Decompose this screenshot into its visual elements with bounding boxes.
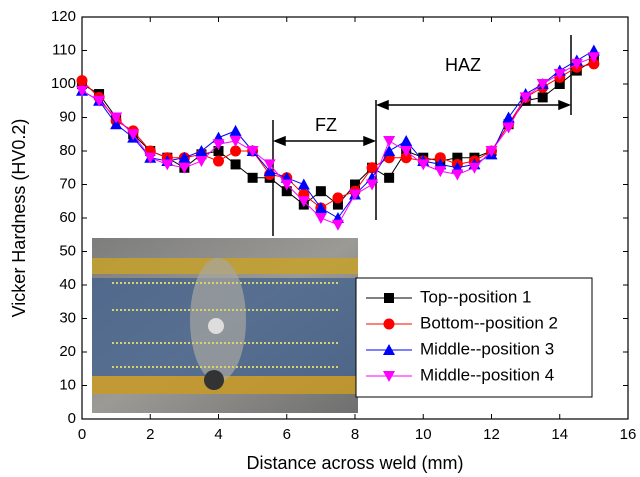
marker xyxy=(383,145,396,156)
y-tick-label: 70 xyxy=(59,175,76,192)
marker xyxy=(212,139,225,151)
marker xyxy=(229,135,242,147)
marker xyxy=(93,95,106,107)
marker xyxy=(349,189,361,201)
marker xyxy=(366,179,379,191)
legend-marker xyxy=(383,318,395,330)
marker xyxy=(229,124,242,136)
x-tick-label: 0 xyxy=(78,426,86,443)
x-tick-label: 10 xyxy=(415,426,432,443)
marker xyxy=(230,145,242,157)
legend-marker xyxy=(384,293,394,303)
marker xyxy=(144,152,157,164)
legend-marker xyxy=(383,371,395,382)
marker xyxy=(213,146,224,156)
x-tick-label: 6 xyxy=(283,426,291,443)
marker xyxy=(366,162,378,174)
series-line xyxy=(81,63,594,209)
marker xyxy=(297,196,310,208)
marker xyxy=(195,145,208,156)
y-tick-label: 20 xyxy=(59,343,76,360)
marker xyxy=(297,178,310,190)
legend-label: Top--position 1 xyxy=(420,287,532,306)
marker xyxy=(485,146,498,157)
marker xyxy=(246,146,259,157)
y-tick-label: 120 xyxy=(51,8,76,25)
marker xyxy=(281,186,292,197)
zone-markers xyxy=(272,35,572,236)
marker xyxy=(468,162,481,174)
y-tick-label: 40 xyxy=(59,276,76,293)
marker xyxy=(502,111,515,123)
marker xyxy=(332,192,344,204)
x-tick-label: 14 xyxy=(551,426,568,443)
x-tick-label: 4 xyxy=(214,426,222,443)
x-tick-label: 16 xyxy=(620,426,637,443)
x-axis-title: Distance across weld (mm) xyxy=(246,453,463,473)
legend-label: Middle--position 3 xyxy=(420,339,554,358)
marker xyxy=(384,172,395,183)
y-tick-label: 100 xyxy=(51,75,76,92)
marker xyxy=(554,79,565,89)
y-tick-label: 50 xyxy=(59,242,76,259)
inset-photo xyxy=(92,238,358,413)
marker xyxy=(76,85,88,97)
y-tick-label: 80 xyxy=(59,142,76,159)
marker xyxy=(110,112,123,124)
legend-marker xyxy=(383,344,395,355)
series-line xyxy=(81,60,595,206)
y-tick-label: 0 xyxy=(68,410,76,427)
marker xyxy=(588,58,600,70)
marker xyxy=(434,166,447,178)
marker xyxy=(553,68,566,80)
marker xyxy=(331,219,344,231)
marker xyxy=(280,179,293,191)
x-tick-label: 2 xyxy=(146,426,154,443)
marker xyxy=(400,146,413,157)
annotation: HAZ xyxy=(445,55,481,75)
marker xyxy=(195,156,208,168)
marker xyxy=(161,159,174,171)
marker xyxy=(587,52,600,64)
marker xyxy=(314,201,327,213)
x-tick-label: 8 xyxy=(351,426,359,443)
y-tick-label: 90 xyxy=(59,108,76,125)
marker xyxy=(110,118,123,130)
marker xyxy=(263,159,276,171)
marker xyxy=(76,75,88,87)
marker xyxy=(452,152,463,163)
annotation: FZ xyxy=(315,115,337,135)
marker xyxy=(263,165,276,177)
marker xyxy=(502,122,515,134)
marker xyxy=(332,199,343,210)
y-axis-title: Vicker Hardness (HV0.2) xyxy=(9,119,29,318)
marker xyxy=(536,79,549,90)
marker xyxy=(400,134,413,146)
y-tick-label: 30 xyxy=(59,309,76,326)
marker xyxy=(570,58,583,70)
marker xyxy=(178,151,191,163)
marker xyxy=(178,162,191,174)
marker xyxy=(315,186,326,197)
marker xyxy=(383,135,396,147)
legend-label: Bottom--position 2 xyxy=(420,313,558,332)
marker xyxy=(127,129,140,141)
marker xyxy=(519,92,532,104)
marker xyxy=(537,92,548,103)
marker xyxy=(314,213,327,224)
y-tick-label: 60 xyxy=(59,209,76,226)
marker xyxy=(213,155,224,167)
x-tick-label: 12 xyxy=(483,426,500,443)
marker xyxy=(230,159,241,170)
legend-label: Middle--position 4 xyxy=(420,365,554,384)
y-tick-label: 10 xyxy=(59,376,76,393)
marker xyxy=(400,152,412,164)
marker xyxy=(434,152,446,164)
marker xyxy=(451,169,464,181)
marker xyxy=(417,159,430,171)
y-tick-label: 110 xyxy=(52,41,76,58)
marker xyxy=(247,172,258,183)
marker xyxy=(350,179,360,190)
